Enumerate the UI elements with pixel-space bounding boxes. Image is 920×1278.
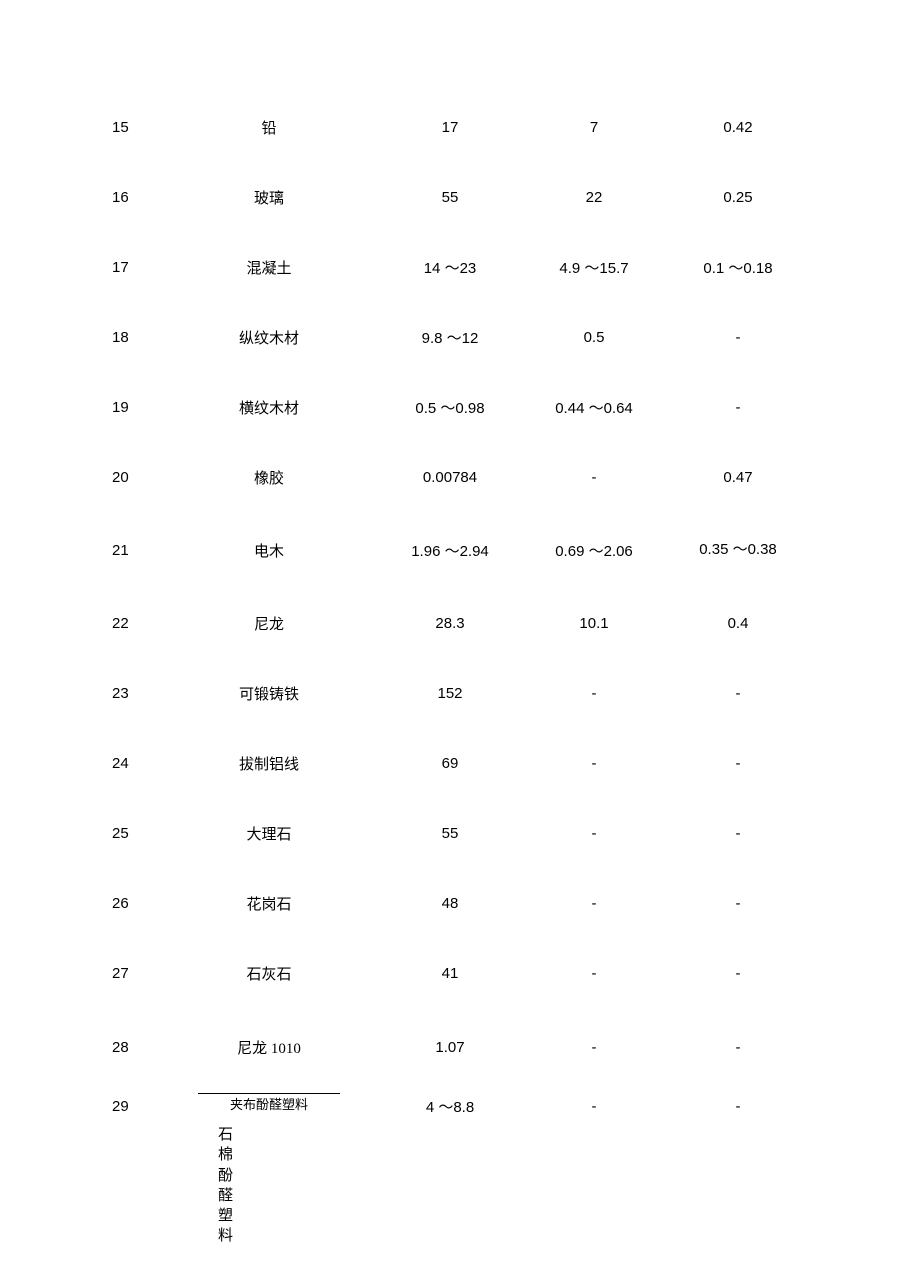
value-1: 28.3 xyxy=(378,615,522,632)
vertical-char: 石 xyxy=(218,1125,234,1145)
material-name: 玻璃 xyxy=(160,187,378,208)
material-name: 拔制铝线 xyxy=(160,753,378,774)
value-2: 0.5 xyxy=(522,329,666,346)
value-2: - xyxy=(522,895,666,912)
value-2: - xyxy=(522,755,666,772)
table-row: 27 石灰石 41 - - xyxy=(112,938,812,1008)
value-1: 41 xyxy=(378,965,522,982)
row-number: 18 xyxy=(112,329,160,346)
value-2: 0.44 ～0.64 xyxy=(522,397,666,418)
value-1: 152 xyxy=(378,685,522,702)
row-number: 22 xyxy=(112,615,160,632)
material-name: 橡胶 xyxy=(160,467,378,488)
material-name: 尼龙 xyxy=(160,613,378,634)
value-3: - xyxy=(666,329,810,346)
value-2: - xyxy=(522,1039,666,1056)
value-3: 0.1 ～0.18 xyxy=(666,257,810,278)
value-1: 55 xyxy=(378,189,522,206)
row-number: 29 xyxy=(112,1098,160,1115)
row-number: 20 xyxy=(112,469,160,486)
table-row: 18 纵纹木材 9.8 ～12 0.5 - xyxy=(112,302,812,372)
material-name: 大理石 xyxy=(160,823,378,844)
row-number: 15 xyxy=(112,119,160,136)
value-3: - xyxy=(666,965,810,982)
value-2: - xyxy=(522,685,666,702)
table-row: 29 夹布酚醛塑料 4 ～8.8 - - xyxy=(112,1086,812,1126)
value-1: 0.00784 xyxy=(378,469,522,486)
value-1: 14 ～23 xyxy=(378,257,522,278)
table-row: 23 可锻铸铁 152 - - xyxy=(112,658,812,728)
value-3: - xyxy=(666,1098,810,1115)
table-row: 28 尼龙 1010 1.07 - - xyxy=(112,1008,812,1086)
row-number: 16 xyxy=(112,189,160,206)
row-number: 27 xyxy=(112,965,160,982)
material-name: 铅 xyxy=(160,117,378,138)
material-name: 可锻铸铁 xyxy=(160,683,378,704)
value-3: 0.4 xyxy=(666,615,810,632)
value-3: 0.25 xyxy=(666,189,810,206)
material-name: 横纹木材 xyxy=(160,397,378,418)
value-2: 22 xyxy=(522,189,666,206)
value-1: 9.8 ～12 xyxy=(378,327,522,348)
table-row: 21 电木 1.96 ～2.94 0.69 ～2.06 0.35 ～0.38 xyxy=(112,512,812,588)
materials-table: 15 铅 17 7 0.42 16 玻璃 55 22 0.25 17 混凝土 1… xyxy=(112,92,812,1126)
value-2: 10.1 xyxy=(522,615,666,632)
material-name: 尼龙 1010 xyxy=(160,1037,378,1058)
row-number: 25 xyxy=(112,825,160,842)
value-2: 7 xyxy=(522,119,666,136)
table-row: 19 横纹木材 0.5 ～0.98 0.44 ～0.64 - xyxy=(112,372,812,442)
row-number: 19 xyxy=(112,399,160,416)
value-3: - xyxy=(666,895,810,912)
vertical-char: 塑 xyxy=(218,1206,234,1226)
value-3: - xyxy=(666,755,810,772)
vertical-char: 酚 xyxy=(218,1166,234,1186)
value-3: - xyxy=(666,825,810,842)
value-1: 17 xyxy=(378,119,522,136)
value-2: - xyxy=(522,1098,666,1115)
vertical-char: 棉 xyxy=(218,1145,234,1165)
value-1: 55 xyxy=(378,825,522,842)
value-3: - xyxy=(666,399,810,416)
material-name: 混凝土 xyxy=(160,257,378,278)
material-name: 夹布酚醛塑料 xyxy=(160,1096,378,1117)
row-number: 26 xyxy=(112,895,160,912)
value-3: - xyxy=(666,685,810,702)
value-1: 1.96 ～2.94 xyxy=(378,540,522,561)
value-3: 0.35 ～0.38 xyxy=(666,540,810,560)
value-2: - xyxy=(522,469,666,486)
table-row: 25 大理石 55 - - xyxy=(112,798,812,868)
table-row: 24 拔制铝线 69 - - xyxy=(112,728,812,798)
value-2: - xyxy=(522,825,666,842)
row-number: 23 xyxy=(112,685,160,702)
material-name: 花岗石 xyxy=(160,893,378,914)
value-2: - xyxy=(522,965,666,982)
row-number: 24 xyxy=(112,755,160,772)
value-2: 0.69 ～2.06 xyxy=(522,540,666,561)
row-number: 17 xyxy=(112,259,160,276)
material-name: 石灰石 xyxy=(160,963,378,984)
table-row: 20 橡胶 0.00784 - 0.47 xyxy=(112,442,812,512)
vertical-label: 石 棉 酚 醛 塑 料 xyxy=(218,1125,234,1247)
material-name: 电木 xyxy=(160,540,378,561)
table-row: 26 花岗石 48 - - xyxy=(112,868,812,938)
value-3: - xyxy=(666,1039,810,1056)
table-row: 16 玻璃 55 22 0.25 xyxy=(112,162,812,232)
table-row: 22 尼龙 28.3 10.1 0.4 xyxy=(112,588,812,658)
material-name: 纵纹木材 xyxy=(160,327,378,348)
value-1: 0.5 ～0.98 xyxy=(378,397,522,418)
value-1: 4 ～8.8 xyxy=(378,1096,522,1117)
vertical-char: 醛 xyxy=(218,1186,234,1206)
value-2: 4.9 ～15.7 xyxy=(522,257,666,278)
value-3: 0.42 xyxy=(666,119,810,136)
value-1: 69 xyxy=(378,755,522,772)
vertical-char: 料 xyxy=(218,1226,234,1246)
value-3: 0.47 xyxy=(666,469,810,486)
row-number: 21 xyxy=(112,542,160,559)
table-row: 15 铅 17 7 0.42 xyxy=(112,92,812,162)
row-number: 28 xyxy=(112,1039,160,1056)
table-row: 17 混凝土 14 ～23 4.9 ～15.7 0.1 ～0.18 xyxy=(112,232,812,302)
value-1: 1.07 xyxy=(378,1039,522,1056)
strikethrough-label: 夹布酚醛塑料 xyxy=(198,1093,340,1113)
value-1: 48 xyxy=(378,895,522,912)
